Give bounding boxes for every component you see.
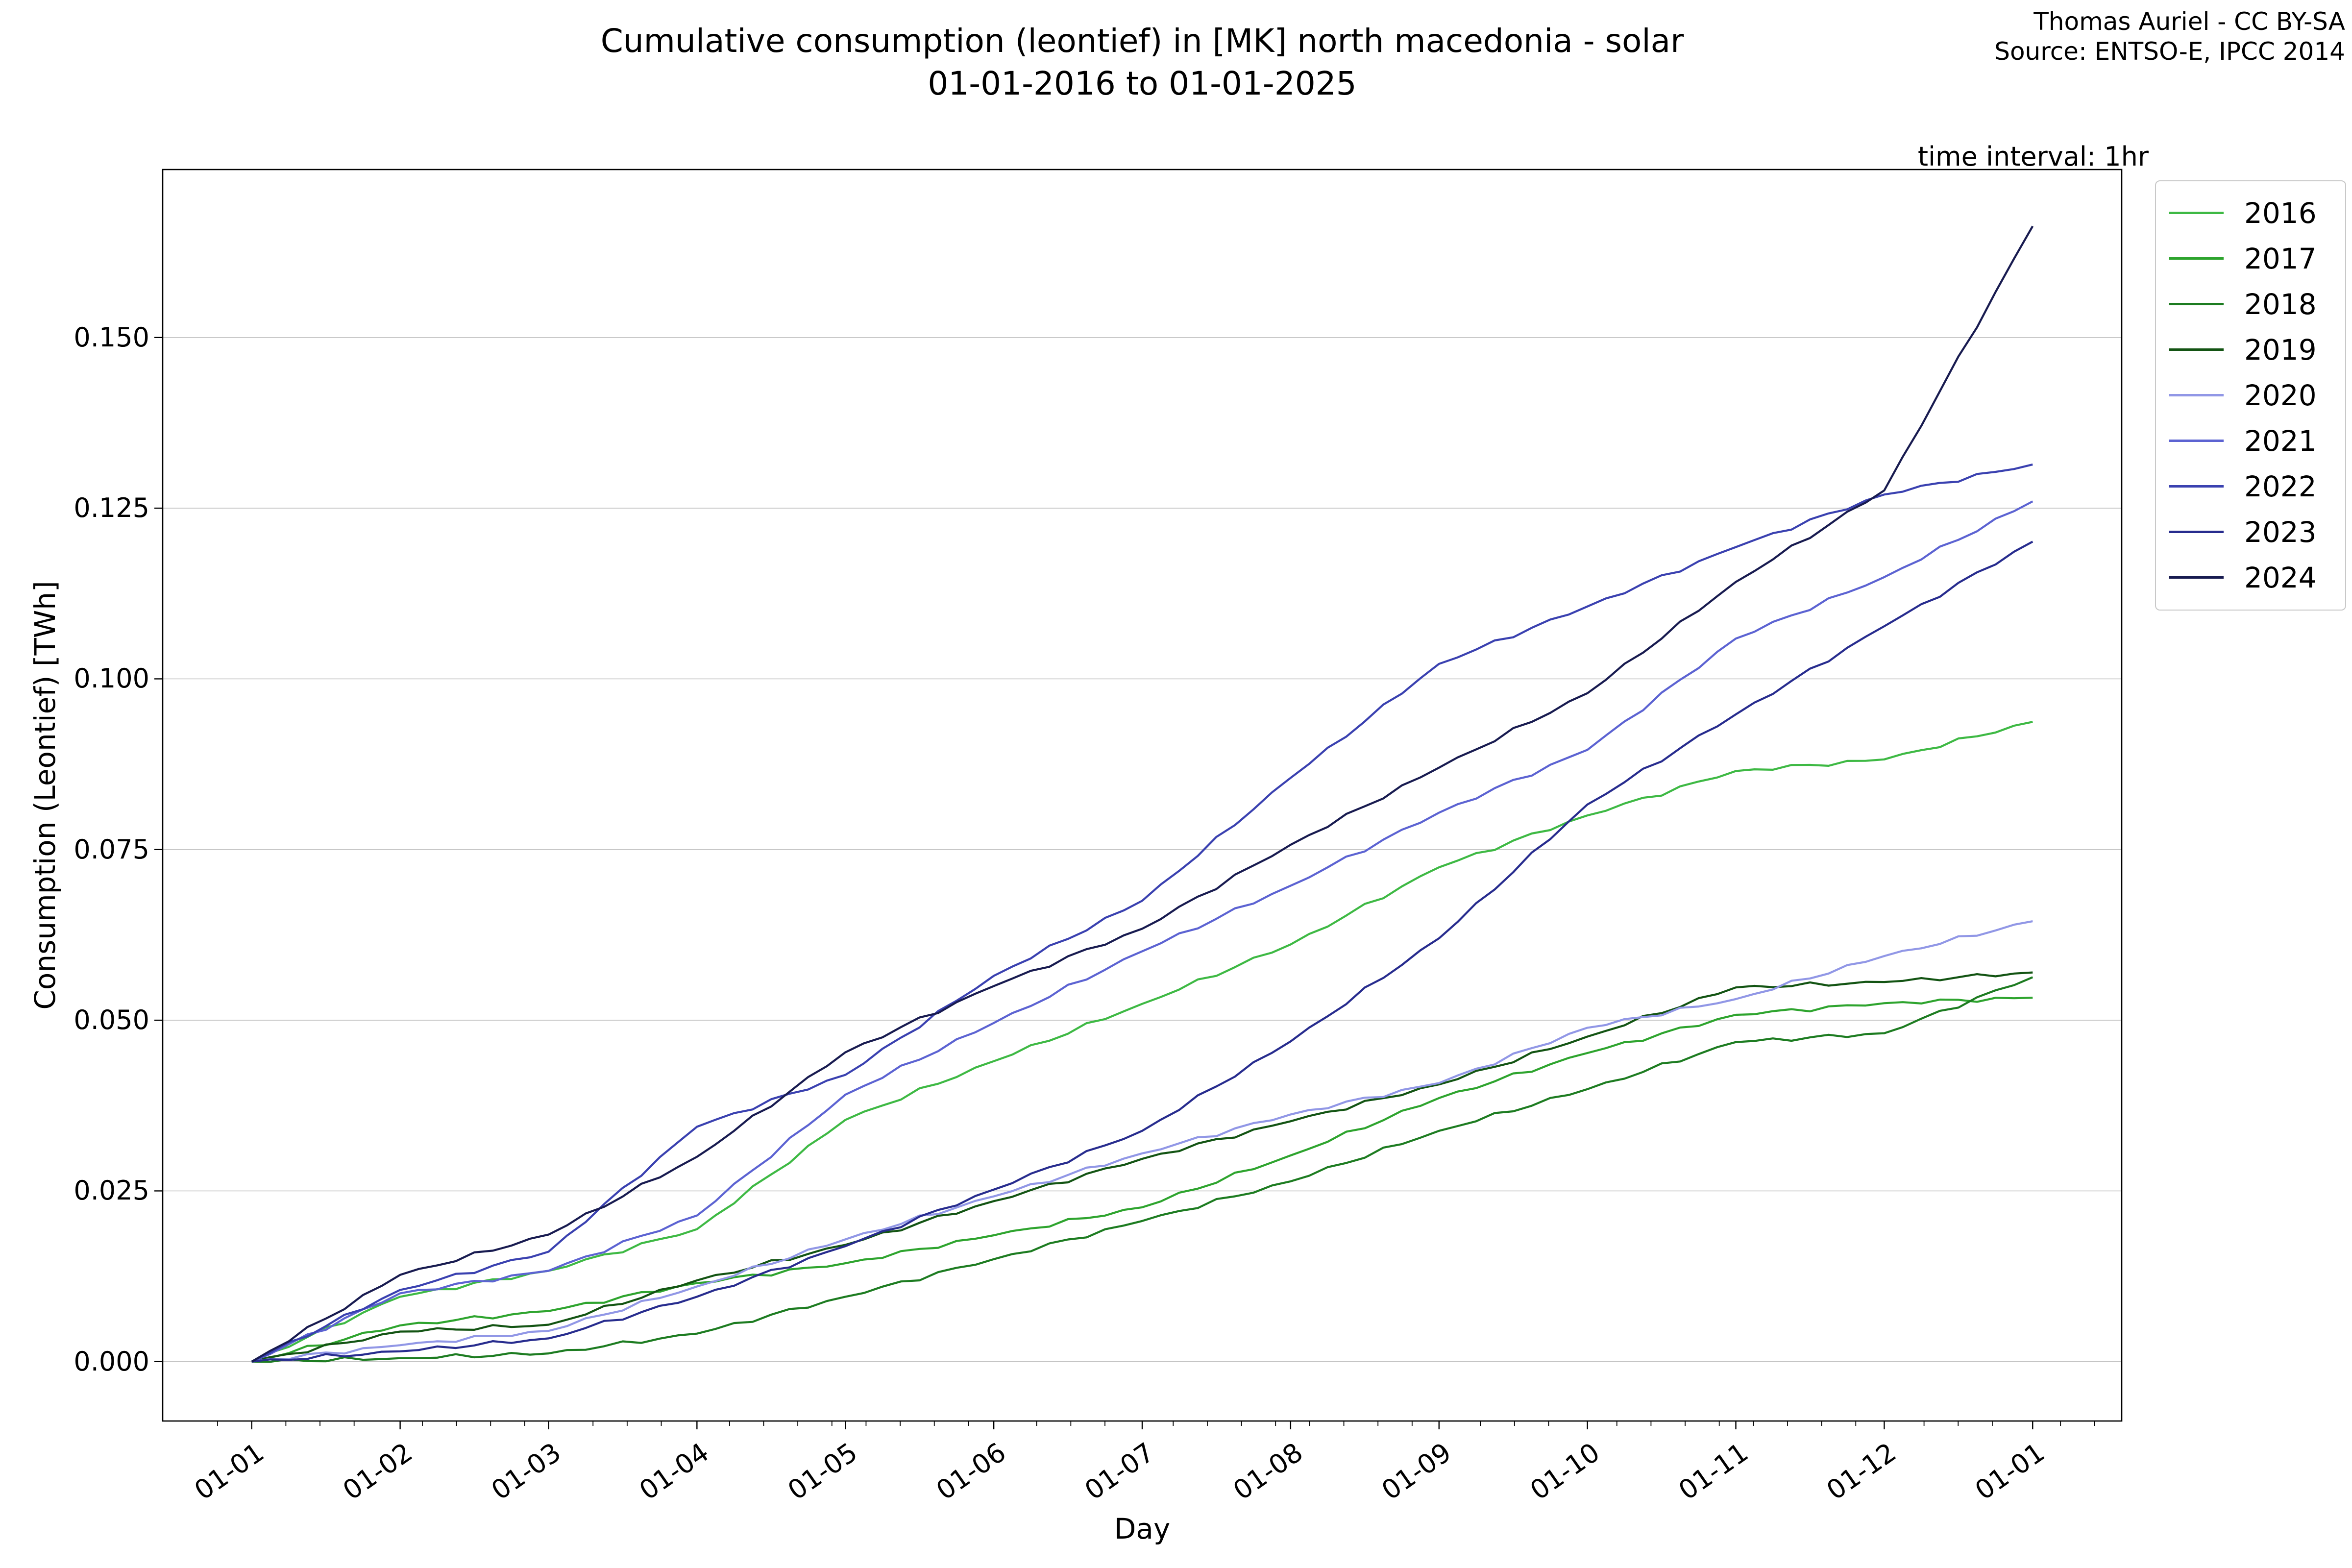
series-line-2024 (251, 225, 2034, 1363)
y-tick-label: 0.125 (74, 492, 149, 524)
legend: 2016 2017 2018 2019 2020 2021 2022 2023 2024 (2155, 180, 2346, 611)
x-axis-label: Day (1114, 1512, 1171, 1545)
legend-swatch-2021 (2169, 440, 2224, 442)
legend-swatch-2017 (2169, 257, 2224, 260)
y-tick-label: 0.100 (74, 663, 149, 694)
legend-swatch-2019 (2169, 348, 2224, 351)
legend-item-2017: 2017 (2156, 236, 2345, 281)
y-axis-label: Consumption (Leontief) [TWh] (28, 581, 62, 1010)
axes-spines (162, 169, 2123, 1422)
legend-swatch-2023 (2169, 531, 2224, 533)
attribution-author: Thomas Auriel - CC BY-SA (2034, 7, 2345, 36)
series-line-2020 (251, 920, 2033, 1363)
series-line-2023 (251, 540, 2034, 1363)
legend-item-2018: 2018 (2156, 281, 2345, 327)
y-tick-label: 0.050 (74, 1004, 149, 1036)
legend-swatch-2020 (2169, 394, 2224, 396)
legend-label-2023: 2023 (2244, 515, 2317, 549)
legend-label-2018: 2018 (2244, 287, 2317, 321)
series-line-2021 (251, 500, 2034, 1363)
chart-title-line1: Cumulative consumption (leontief) in [MK… (600, 22, 1684, 60)
y-tick-label: 0.150 (74, 321, 149, 353)
y-tick-label: 0.000 (74, 1346, 149, 1377)
legend-label-2020: 2020 (2244, 378, 2317, 412)
legend-label-2016: 2016 (2244, 196, 2317, 230)
legend-item-2020: 2020 (2156, 372, 2345, 418)
chart-title: Cumulative consumption (leontief) in [MK… (163, 20, 2122, 105)
legend-swatch-2016 (2169, 212, 2224, 214)
legend-item-2022: 2022 (2156, 464, 2345, 509)
chart-title-line2: 01-01-2016 to 01-01-2025 (928, 65, 1357, 103)
y-tick-label: 0.075 (74, 833, 149, 865)
attribution-source: Source: ENTSO-E, IPCC 2014 (1994, 37, 2345, 66)
legend-item-2023: 2023 (2156, 509, 2345, 555)
legend-item-2016: 2016 (2156, 190, 2345, 236)
legend-swatch-2024 (2169, 576, 2224, 579)
legend-label-2017: 2017 (2244, 242, 2317, 275)
attribution: Thomas Auriel - CC BY-SA Source: ENTSO-E… (1994, 7, 2345, 67)
time-interval-note: time interval: 1hr (1917, 141, 2149, 172)
series-line-2022 (251, 463, 2033, 1363)
legend-item-2021: 2021 (2156, 418, 2345, 464)
y-tick-label: 0.025 (74, 1175, 149, 1206)
legend-swatch-2018 (2169, 303, 2224, 305)
series-line-2017 (251, 997, 2033, 1363)
legend-swatch-2022 (2169, 485, 2224, 488)
legend-item-2019: 2019 (2156, 327, 2345, 372)
series-line-2016 (251, 721, 2033, 1363)
legend-label-2024: 2024 (2244, 561, 2317, 594)
series-line-2018 (251, 976, 2034, 1363)
legend-label-2019: 2019 (2244, 333, 2317, 367)
legend-label-2021: 2021 (2244, 424, 2317, 458)
series-line-2019 (251, 971, 2033, 1363)
legend-item-2024: 2024 (2156, 555, 2345, 600)
legend-label-2022: 2022 (2244, 469, 2317, 503)
